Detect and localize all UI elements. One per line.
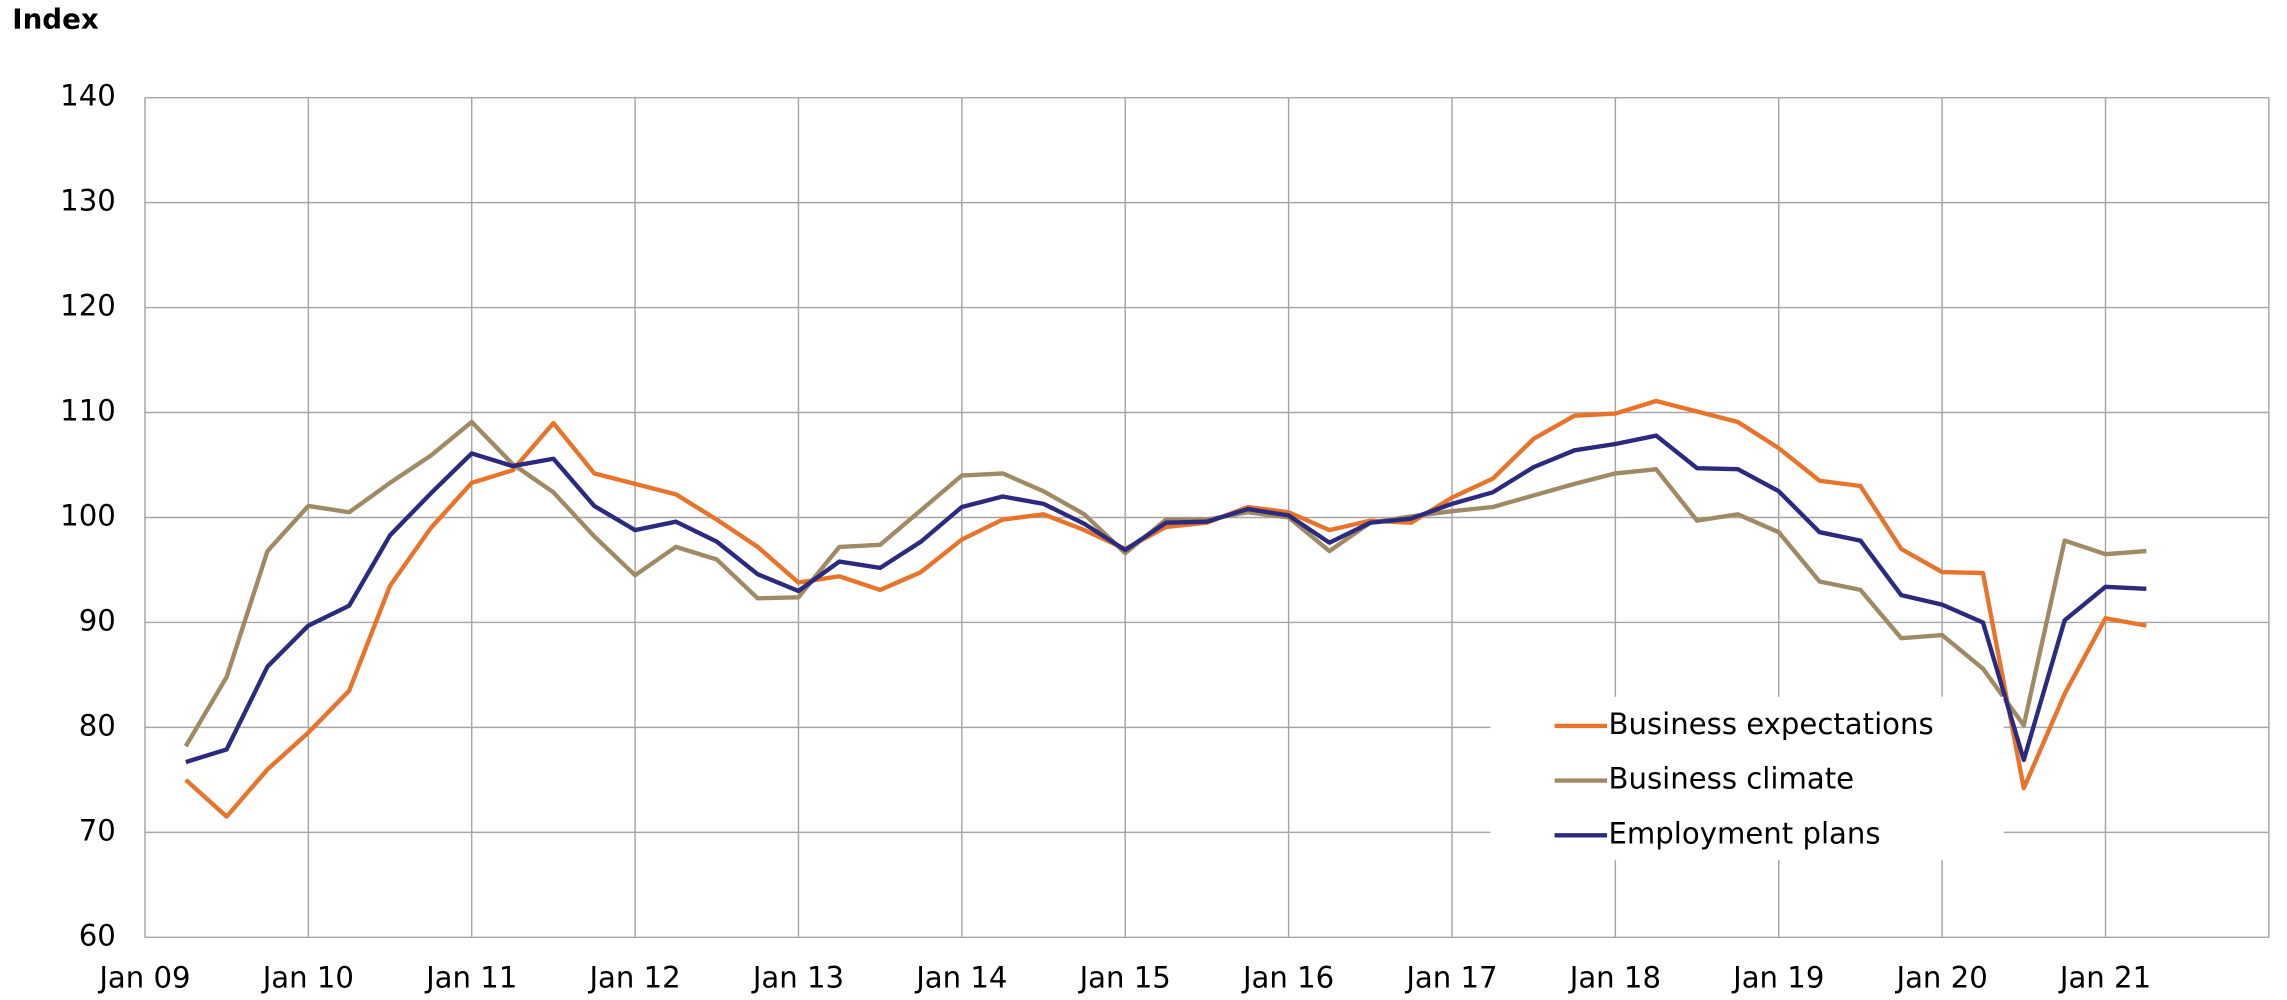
- legend-label: Employment plans: [1609, 816, 1881, 850]
- y-tick-label: 80: [79, 708, 116, 742]
- y-tick-label: 60: [79, 918, 116, 952]
- y-tick-label: 110: [60, 394, 116, 428]
- x-tick-label: Jan 09: [97, 961, 190, 995]
- y-axis-label: Index: [12, 2, 99, 35]
- x-tick-label: Jan 17: [1404, 961, 1497, 995]
- x-tick-label: Jan 12: [587, 961, 680, 995]
- data-line: [184, 398, 2147, 819]
- x-tick-label: Jan 19: [1731, 961, 1824, 995]
- x-tick-label: Jan 11: [424, 961, 517, 995]
- x-tick-label: Jan 20: [1894, 961, 1987, 995]
- data-line: [185, 433, 2147, 765]
- legend: Business expectations Business climate Emp…: [1490, 696, 2004, 861]
- y-tick-label: 140: [60, 79, 116, 113]
- x-tick-label: Jan 16: [1241, 961, 1334, 995]
- x-tick-label: Jan 14: [914, 961, 1007, 995]
- x-tick-label: Jan 10: [261, 961, 354, 995]
- y-tick-label: 130: [60, 184, 116, 218]
- y-tick-label: 120: [60, 289, 116, 323]
- x-tick-label: Jan 21: [2058, 961, 2151, 995]
- x-tick-label: Jan 15: [1078, 961, 1171, 995]
- x-tick-label: Jan 18: [1568, 961, 1661, 995]
- x-tick-label: Jan 13: [751, 961, 844, 995]
- y-tick-label: 70: [79, 813, 116, 847]
- y-tick-label: 90: [79, 603, 116, 637]
- legend-label: Business expectations: [1609, 707, 1934, 741]
- y-tick-label: 100: [60, 498, 116, 532]
- legend-label: Business climate: [1609, 762, 1855, 796]
